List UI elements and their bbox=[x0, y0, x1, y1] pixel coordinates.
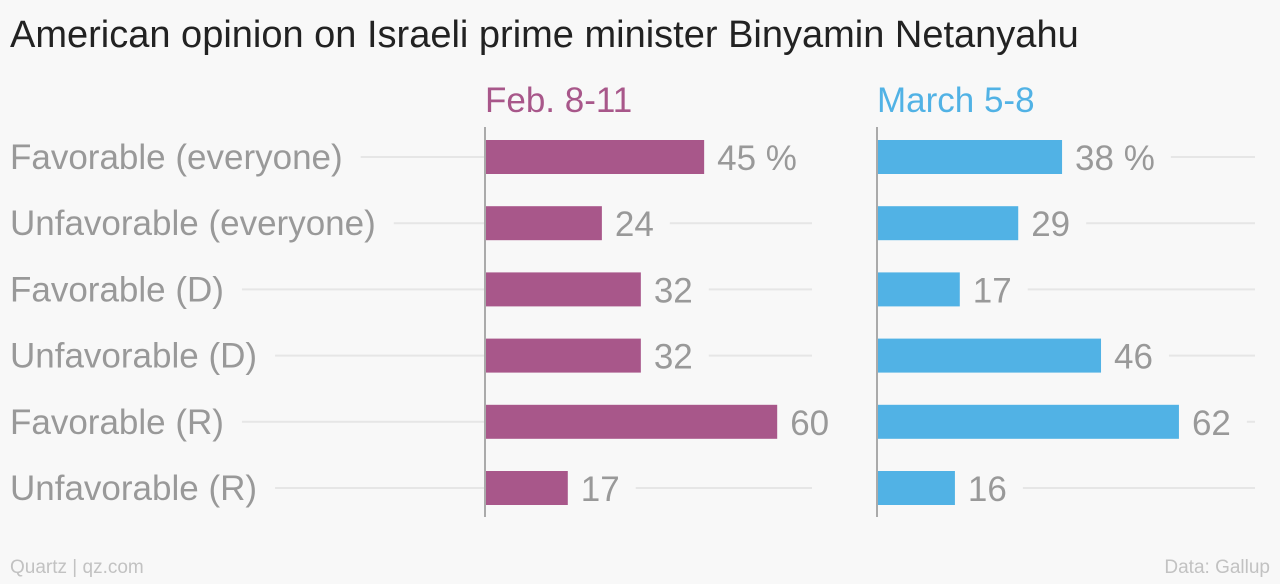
bar bbox=[485, 471, 568, 505]
data-label: 16 bbox=[968, 470, 1007, 509]
data-label: 62 bbox=[1192, 404, 1231, 443]
category-label: Unfavorable (R) bbox=[10, 469, 257, 508]
data-label: 46 bbox=[1114, 338, 1153, 377]
series-header: Feb. 8-11 bbox=[485, 81, 632, 120]
category-label: Favorable (everyone) bbox=[10, 138, 343, 177]
footer-source-right: Data: Gallup bbox=[1164, 557, 1270, 578]
data-label: 24 bbox=[615, 205, 654, 244]
bar bbox=[485, 404, 778, 439]
bar bbox=[485, 338, 641, 373]
bar bbox=[877, 338, 1102, 373]
data-label: 60 bbox=[790, 404, 829, 443]
data-label: 45 % bbox=[717, 139, 797, 178]
bar bbox=[877, 404, 1179, 439]
data-label: 17 bbox=[581, 470, 620, 509]
data-label: 17 bbox=[973, 271, 1012, 310]
category-label: Favorable (R) bbox=[10, 403, 224, 442]
category-label: Favorable (D) bbox=[10, 270, 224, 309]
bar bbox=[877, 206, 1019, 241]
bar bbox=[877, 140, 1063, 174]
bar bbox=[485, 206, 602, 241]
data-label: 32 bbox=[654, 271, 693, 310]
data-label: 32 bbox=[654, 338, 693, 377]
bar bbox=[485, 272, 641, 307]
series-header: March 5-8 bbox=[877, 81, 1035, 120]
chart-title: American opinion on Israeli prime minist… bbox=[10, 14, 1079, 56]
bar bbox=[877, 471, 955, 505]
bar bbox=[485, 140, 705, 174]
category-label: Unfavorable (D) bbox=[10, 337, 257, 376]
footer-source-left: Quartz | qz.com bbox=[10, 557, 144, 578]
bar bbox=[877, 272, 960, 307]
category-label: Unfavorable (everyone) bbox=[10, 204, 376, 243]
data-label: 29 bbox=[1031, 205, 1070, 244]
data-label: 38 % bbox=[1075, 139, 1155, 178]
